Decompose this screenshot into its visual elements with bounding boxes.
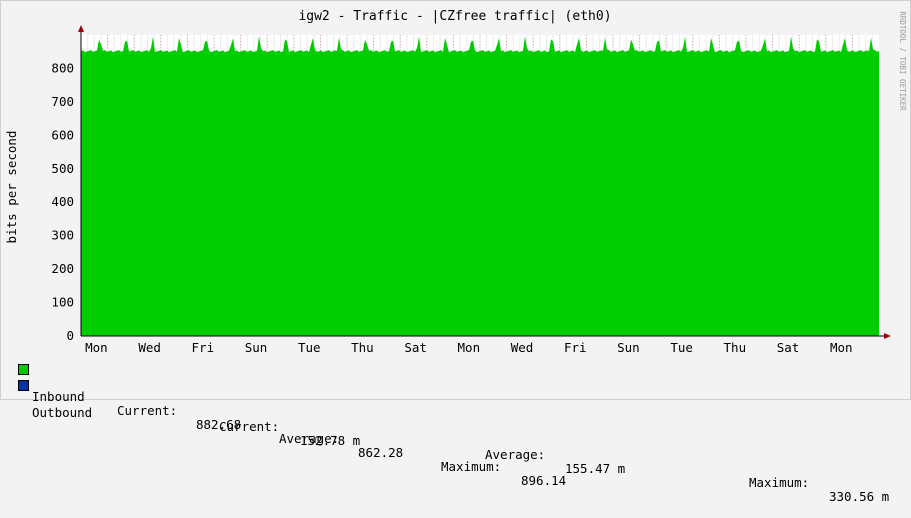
x-tick-label: Mon (458, 340, 481, 355)
outbound-average-value: 155.47 m (565, 461, 626, 476)
y-tick-label: 200 (51, 261, 74, 276)
chart-frame: 0 100 200 300 400 500 600 700 800 Mon Wed Fri Sun Tue… (0, 0, 911, 504)
inbound-swatch (18, 364, 29, 375)
x-axis-arrow (884, 333, 891, 339)
watermark: RRDTOOL / TOBI OETIKER (898, 11, 907, 111)
inbound-maximum-value: 896.14 (521, 473, 567, 488)
y-tick-label: 800 (51, 60, 74, 75)
x-tick-label: Sat (404, 340, 427, 355)
inbound-area (81, 36, 879, 336)
outbound-maximum-label: Maximum: (749, 475, 810, 490)
area-layer (81, 36, 879, 336)
inbound-maximum-label: Maximum: (441, 459, 502, 474)
y-axis-arrow (78, 25, 84, 32)
axis-layer: 0 100 200 300 400 500 600 700 800 Mon Wed Fri Sun Tue… (51, 25, 891, 355)
y-tick-label: 600 (51, 127, 74, 142)
legend-outbound: Outbound Current: 152.78 m Average: 155.… (18, 378, 889, 518)
y-axis-label: bits per second (4, 131, 19, 244)
outbound-name: Outbound (32, 405, 93, 420)
x-tick-label: Sun (245, 340, 268, 355)
x-tick-label: Tue (670, 340, 693, 355)
outbound-average-label: Average: (485, 447, 546, 462)
x-tick-label: Sat (777, 340, 800, 355)
y-tick-label: 500 (51, 161, 74, 176)
x-tick-label: Tue (298, 340, 321, 355)
x-tick-label: Fri (192, 340, 215, 355)
x-tick-label: Sun (617, 340, 640, 355)
x-tick-label: Wed (511, 340, 534, 355)
outbound-swatch (18, 380, 29, 391)
inbound-average-value: 862.28 (358, 445, 404, 460)
y-tick-label: 700 (51, 94, 74, 109)
y-tick-label: 0 (66, 328, 74, 343)
y-tick-label: 400 (51, 194, 74, 209)
x-tick-label: Thu (724, 340, 747, 355)
y-tick-label: 100 (51, 295, 74, 310)
x-tick-label: Thu (351, 340, 374, 355)
x-tick-label: Fri (564, 340, 587, 355)
x-tick-label: Wed (138, 340, 161, 355)
outbound-maximum-value: 330.56 m (829, 489, 890, 504)
outbound-current-value: 152.78 m (300, 433, 361, 448)
traffic-chart: 0 100 200 300 400 500 600 700 800 Mon Wed Fri Sun Tue… (4, 9, 907, 355)
inbound-current-label: Current: (117, 403, 178, 418)
x-tick-label: Mon (85, 340, 108, 355)
outbound-current-label: Current: (219, 419, 280, 434)
x-tick-label: Mon (830, 340, 853, 355)
chart-title: igw2 - Traffic - |CZfree traffic| (eth0) (298, 9, 611, 24)
y-tick-label: 300 (51, 228, 74, 243)
